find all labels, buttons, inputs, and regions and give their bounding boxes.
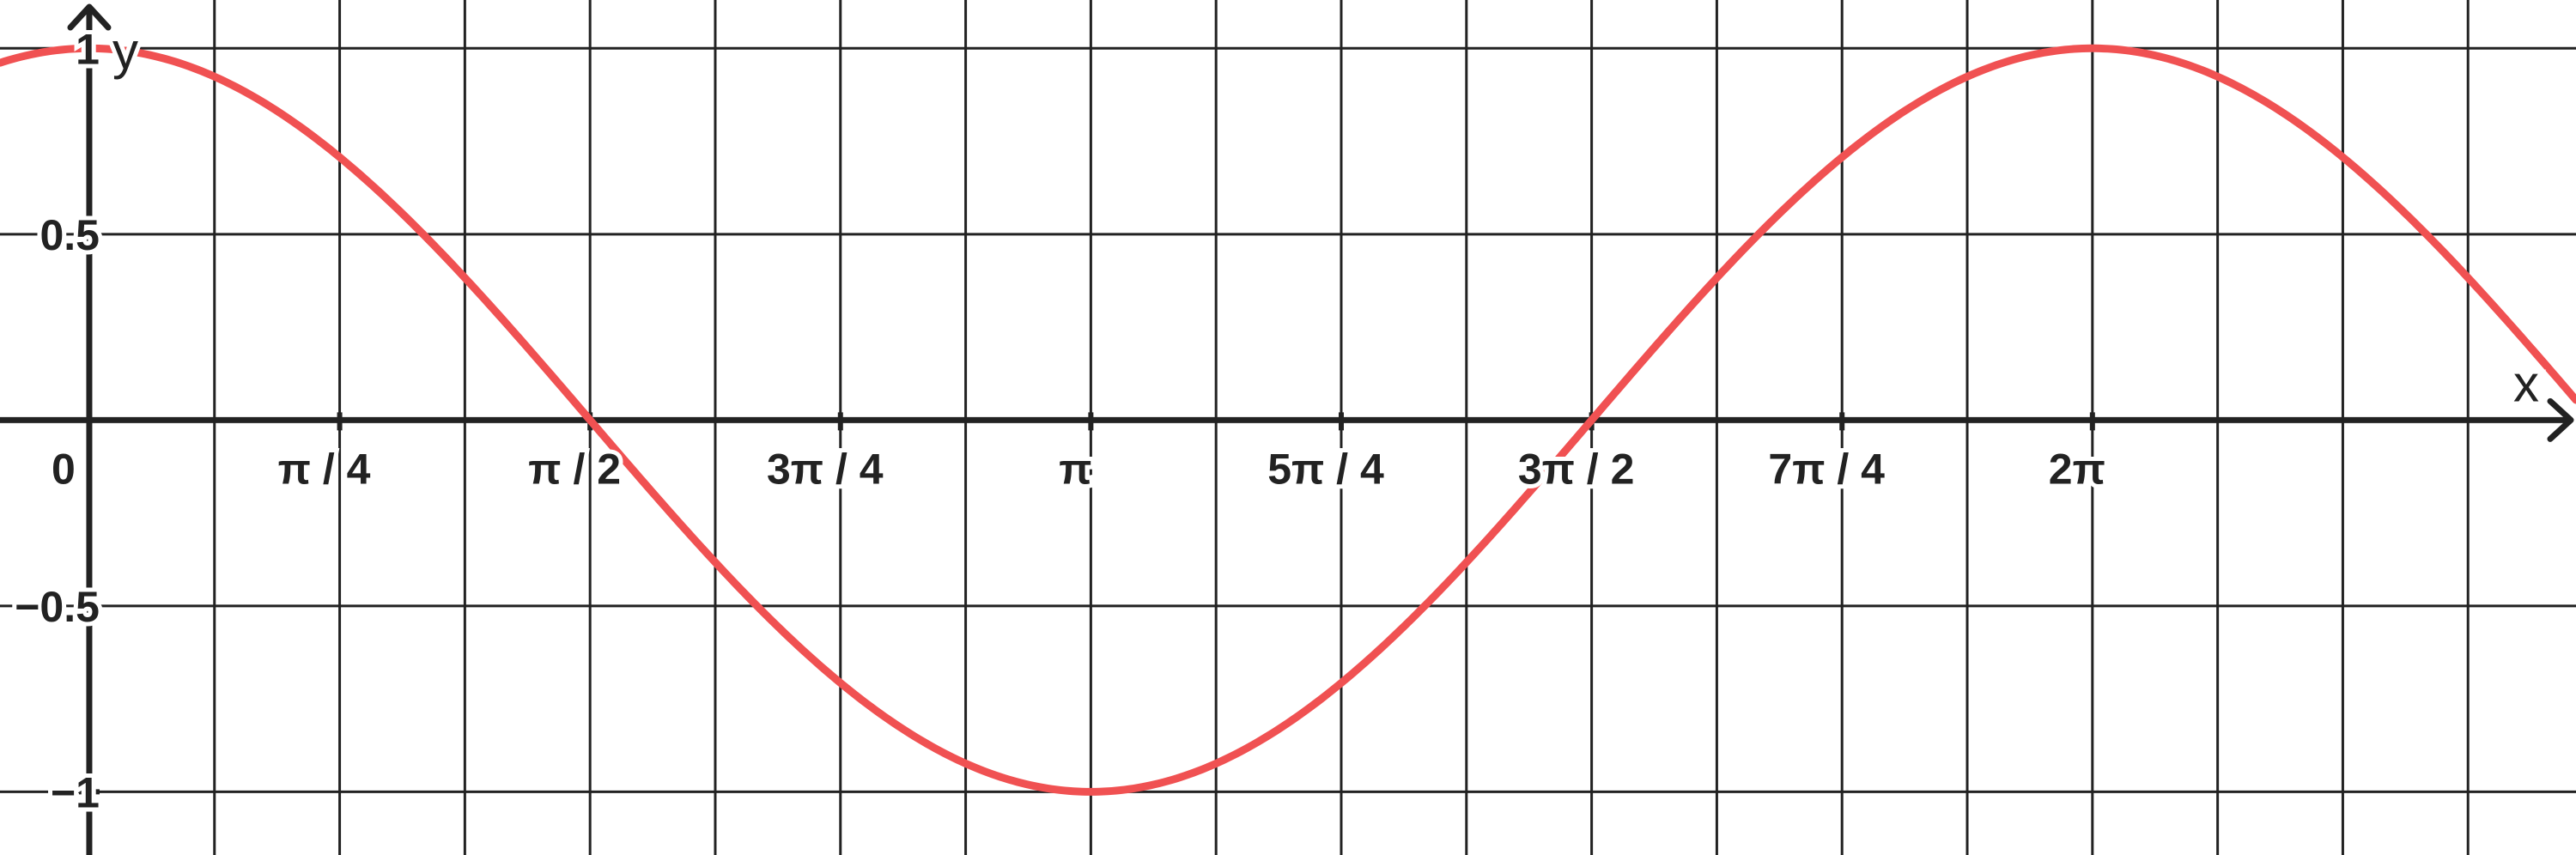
x-tick-label: 2π xyxy=(2049,445,2105,493)
x-tick-label: π / 2 xyxy=(528,445,621,493)
x-tick-label: 7π / 4 xyxy=(1768,445,1885,493)
x-axis-label: x xyxy=(2513,355,2539,412)
axes xyxy=(0,3,2574,855)
y-tick-label: −1 xyxy=(51,768,100,816)
origin-label: 0 xyxy=(52,445,76,493)
x-tick-label: π xyxy=(1059,445,1091,493)
x-tick-label: 3π / 4 xyxy=(767,445,884,493)
x-tick-label: 5π / 4 xyxy=(1267,445,1384,493)
y-tick-label: 1 xyxy=(76,25,100,73)
y-axis-label: y xyxy=(112,22,138,80)
y-axis-arrow-icon xyxy=(67,3,112,31)
y-tick-label: −0.5 xyxy=(15,583,100,631)
cosine-curve xyxy=(0,44,2576,796)
x-tick-label: 3π / 2 xyxy=(1518,445,1635,493)
curve-layer xyxy=(0,44,2576,796)
x-tick-label: π / 4 xyxy=(278,445,371,493)
labels: π / 4 π / 2 3π / 4 π 5π / 4 3π / 2 7π / 4 2π 1 0.… xyxy=(10,18,2543,821)
y-tick-label: 0.5 xyxy=(39,211,100,259)
x-axis-arrow-icon xyxy=(2547,397,2574,442)
